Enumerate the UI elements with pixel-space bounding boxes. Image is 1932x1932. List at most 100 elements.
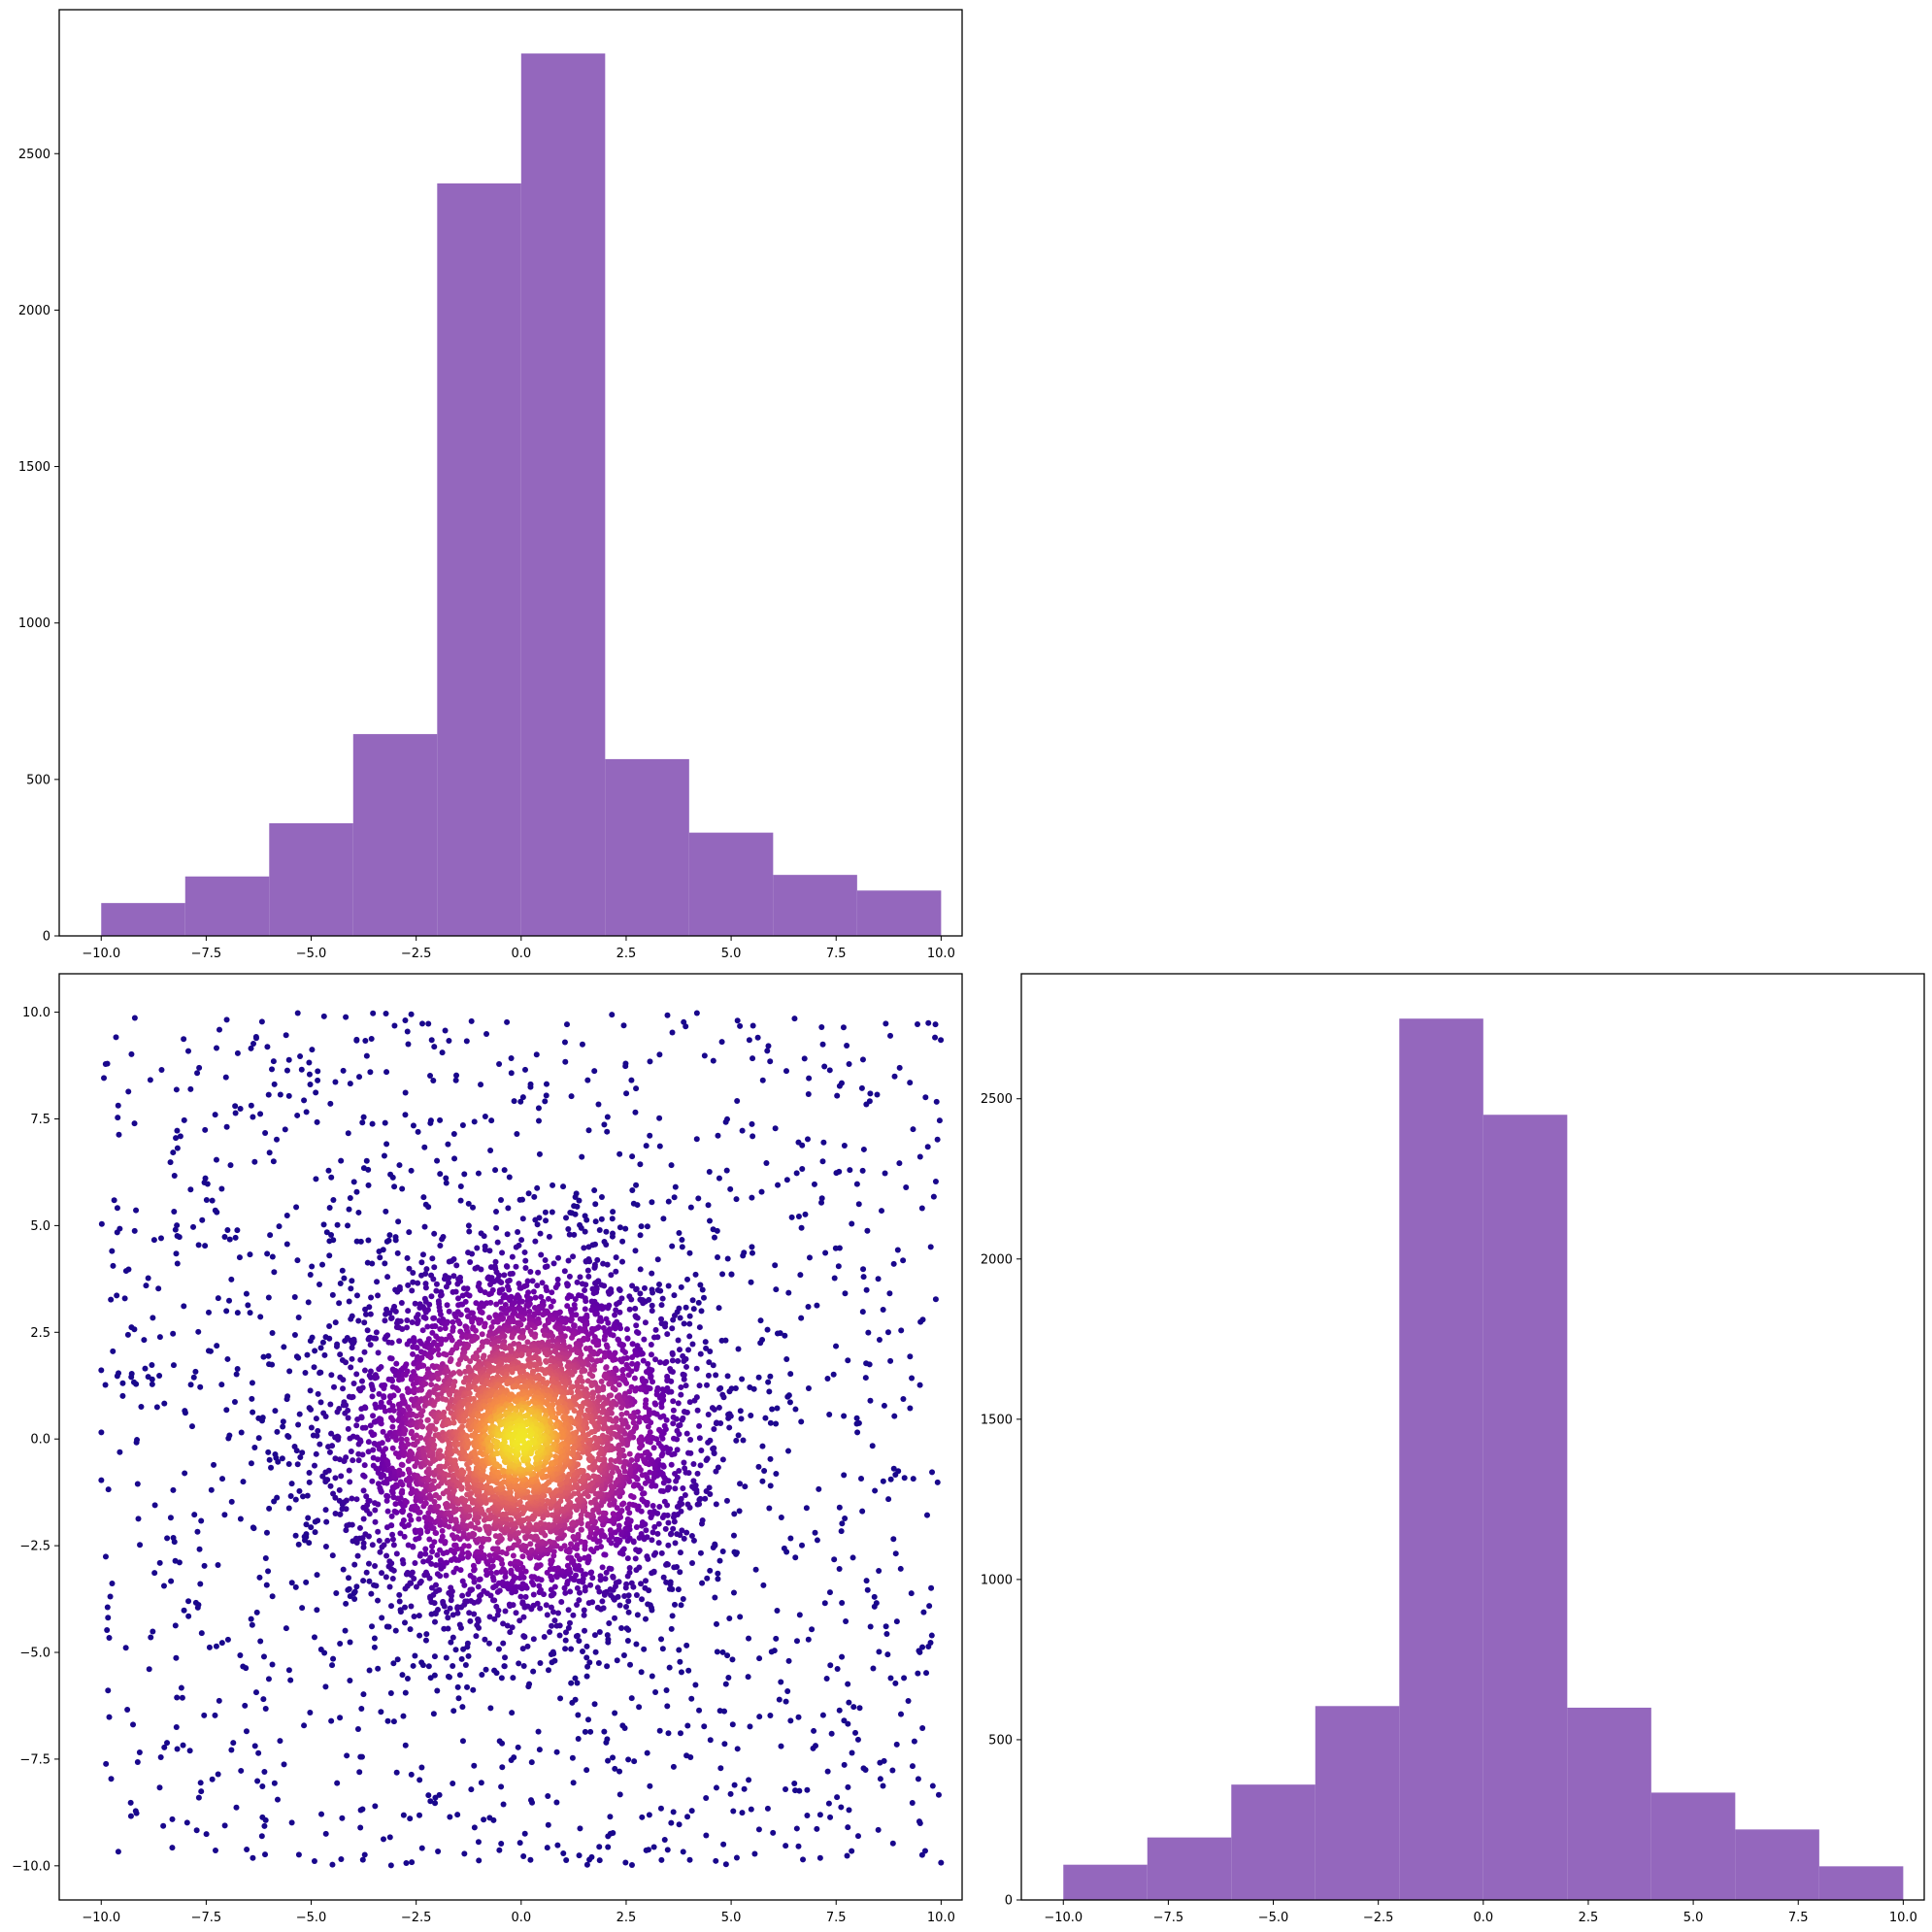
- scatter-point: [169, 1845, 176, 1851]
- scatter-point: [887, 1675, 894, 1682]
- scatter-point: [841, 1143, 848, 1149]
- scatter-point: [150, 1315, 156, 1321]
- scatter-point: [774, 1405, 781, 1412]
- scatter-point: [268, 1464, 275, 1471]
- scatter-point: [712, 1541, 718, 1548]
- scatter-point: [626, 1450, 633, 1457]
- scatter-point: [543, 1217, 550, 1224]
- scatter-point: [668, 1162, 675, 1169]
- scatter-point: [845, 1357, 851, 1364]
- scatter-point: [664, 1847, 671, 1853]
- scatter-point: [633, 1523, 640, 1530]
- scatter-point: [308, 1406, 315, 1413]
- scatter-point: [311, 1364, 317, 1371]
- scatter-point: [295, 1315, 302, 1321]
- scatter-point: [521, 1830, 528, 1837]
- scatter-point: [240, 1479, 247, 1485]
- scatter-point: [907, 1353, 914, 1360]
- scatter-point: [133, 1207, 140, 1214]
- scatter-point: [329, 1552, 336, 1559]
- scatter-point: [702, 1339, 709, 1346]
- scatter-point: [375, 1456, 382, 1463]
- scatter-point: [115, 1102, 121, 1109]
- scatter-point: [571, 1231, 578, 1238]
- scatter-point: [437, 1547, 444, 1553]
- scatter-point: [326, 1335, 333, 1342]
- scatter-point: [615, 1511, 621, 1517]
- scatter-point: [604, 1632, 611, 1639]
- scatter-point: [505, 1278, 512, 1284]
- scatter-point: [884, 1329, 891, 1336]
- scatter-point: [859, 1309, 866, 1316]
- histogram-bar: [437, 183, 521, 936]
- scatter-point: [588, 1569, 595, 1576]
- scatter-point: [637, 1232, 644, 1239]
- scatter-point: [629, 1353, 636, 1360]
- scatter-point: [601, 1121, 608, 1128]
- scatter-point: [433, 1530, 440, 1537]
- scatter-point: [212, 1712, 218, 1718]
- scatter-point: [568, 1575, 575, 1582]
- scatter-point: [919, 1725, 926, 1732]
- scatter-point: [244, 1847, 250, 1853]
- scatter-point: [417, 1578, 424, 1584]
- scatter-point: [569, 1334, 576, 1341]
- scatter-point: [456, 1320, 463, 1327]
- scatter-point: [443, 1180, 450, 1186]
- scatter-point: [317, 1646, 324, 1652]
- scatter-point: [669, 1350, 676, 1357]
- scatter-point: [377, 1549, 383, 1555]
- scatter-point: [434, 1157, 441, 1164]
- scatter-point: [760, 1582, 767, 1588]
- scatter-point: [819, 1712, 826, 1718]
- scatter-point: [568, 1680, 575, 1686]
- scatter-point: [616, 1791, 623, 1798]
- scatter-point: [434, 1571, 441, 1578]
- scatter-point: [568, 1093, 575, 1100]
- scatter-point: [578, 1526, 584, 1533]
- scatter-point: [294, 1257, 301, 1264]
- scatter-point: [493, 1603, 500, 1610]
- scatter-point: [587, 1546, 594, 1552]
- scatter-point: [292, 1532, 299, 1539]
- scatter-point: [677, 1549, 683, 1556]
- scatter-point: [446, 1308, 452, 1315]
- scatter-point: [519, 1553, 526, 1560]
- scatter-point: [696, 1422, 703, 1429]
- scatter-point: [798, 1418, 805, 1425]
- scatter-point: [471, 1824, 478, 1831]
- scatter-point: [655, 1520, 662, 1527]
- scatter-point: [257, 1314, 264, 1320]
- scatter-point: [514, 1130, 520, 1137]
- scatter-point: [381, 1472, 387, 1479]
- scatter-point: [735, 1346, 742, 1352]
- scatter-point: [892, 1680, 899, 1686]
- scatter-point: [98, 1367, 105, 1374]
- scatter-point: [534, 1221, 541, 1228]
- scatter-point: [257, 1638, 264, 1645]
- scatter-point: [375, 1597, 382, 1604]
- scatter-point: [778, 1743, 784, 1749]
- scatter-point: [726, 1424, 733, 1431]
- scatter-point: [896, 1160, 903, 1167]
- scatter-point: [847, 1167, 853, 1174]
- scatter-point: [455, 1295, 462, 1302]
- scatter-point: [606, 1620, 613, 1627]
- scatter-point: [470, 1686, 477, 1693]
- scatter-point: [173, 1135, 180, 1142]
- scatter-point: [303, 1579, 310, 1585]
- scatter-point: [650, 1410, 657, 1416]
- scatter-point: [168, 1578, 175, 1584]
- scatter-point: [845, 1824, 851, 1831]
- scatter-point: [416, 1535, 422, 1542]
- scatter-point: [487, 1282, 494, 1288]
- scatter-point: [409, 1428, 416, 1435]
- scatter-point: [865, 1329, 872, 1336]
- scatter-point: [149, 1362, 155, 1369]
- scatter-point: [668, 1368, 675, 1375]
- scatter-point: [223, 1308, 230, 1315]
- scatter-point: [816, 1854, 823, 1861]
- scatter-point: [476, 1857, 483, 1864]
- scatter-point: [104, 1060, 111, 1067]
- scatter-point: [433, 1281, 440, 1287]
